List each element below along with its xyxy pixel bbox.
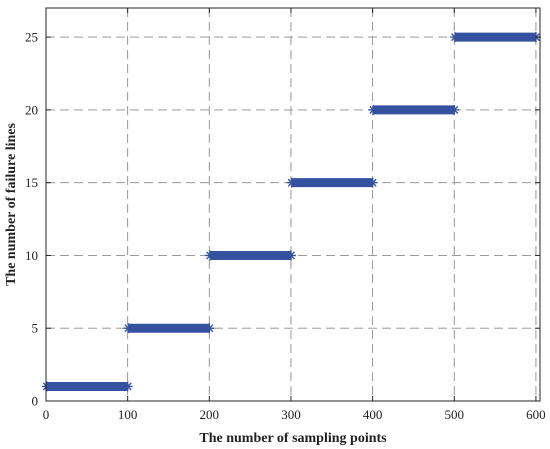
star-marker: [41, 381, 52, 392]
star-marker: [286, 177, 297, 188]
x-axis-title: The number of sampling points: [199, 431, 387, 446]
step-segment: [368, 104, 460, 115]
x-tick-label: 100: [118, 407, 138, 422]
step-segment: [205, 250, 296, 261]
x-tick-labels: 0 100 200 300 400 500 600: [43, 407, 546, 422]
grid-lines: [46, 8, 540, 401]
star-marker: [204, 323, 215, 334]
y-tick-label: 25: [25, 30, 38, 45]
star-marker: [449, 104, 460, 115]
step-segment: [41, 381, 133, 392]
y-tick-label: 0: [32, 394, 39, 409]
star-marker: [122, 381, 133, 392]
x-tick-label: 200: [200, 407, 220, 422]
x-tick-label: 300: [281, 407, 301, 422]
star-marker: [285, 250, 296, 261]
x-tick-label: 600: [526, 407, 546, 422]
plot-frame: [45, 7, 541, 402]
star-marker: [450, 32, 461, 43]
x-tick-label: 400: [363, 407, 383, 422]
y-tick-label: 20: [25, 102, 38, 117]
y-tick-label: 15: [25, 175, 38, 190]
data-series: [41, 32, 541, 392]
star-marker: [205, 250, 216, 261]
y-tick-label: 5: [32, 321, 39, 336]
x-tick-label: 500: [445, 407, 465, 422]
step-segment: [286, 177, 378, 188]
y-axis-title: The number of failure lines: [4, 123, 19, 286]
axis-ticks: [45, 8, 540, 402]
step-segment: [450, 32, 541, 43]
x-tick-label: 0: [43, 407, 50, 422]
star-marker: [123, 323, 134, 334]
y-tick-labels: 0 5 10 15 20 25: [25, 30, 38, 409]
y-tick-label: 10: [25, 248, 38, 263]
step-segment: [123, 323, 215, 334]
star-marker: [368, 104, 379, 115]
star-marker: [367, 177, 378, 188]
